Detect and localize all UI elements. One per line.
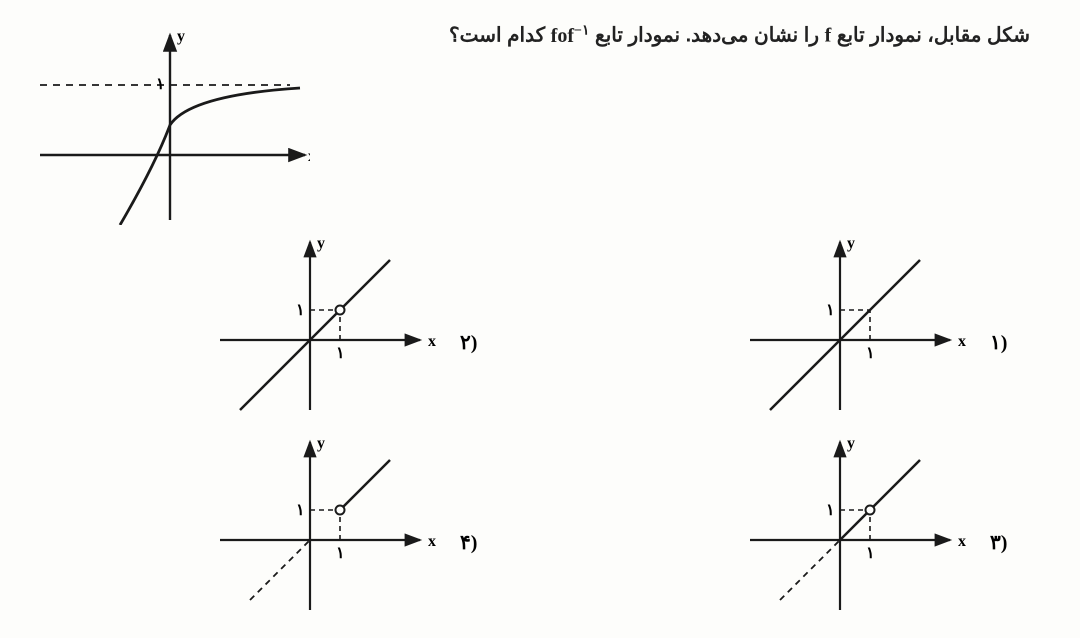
svg-text:۱: ۱: [296, 502, 305, 519]
svg-text:۱: ۱: [866, 545, 875, 562]
svg-text:۱: ۱: [336, 545, 345, 562]
q-mid: را نشان می‌دهد. نمودار تابع: [595, 25, 819, 47]
svg-text:۱: ۱: [866, 345, 875, 362]
option-2: xy۱۱(۲: [200, 230, 440, 425]
q-fof: fof−۱: [551, 25, 590, 47]
option-4: xy۱۱(۴: [200, 430, 440, 625]
option-graph-1: x y ۱ ۱: [730, 230, 970, 420]
main-graph: x y ۱: [30, 25, 310, 230]
svg-text:۱: ۱: [336, 345, 345, 362]
option-label-1: (۱: [990, 330, 1007, 355]
q-prefix: شکل مقابل، نمودار تابع: [837, 25, 1030, 47]
option-graph-3: x y ۱ ۱: [730, 430, 970, 620]
svg-text:y: y: [177, 28, 185, 45]
option-label-3: (۳: [990, 530, 1007, 555]
svg-text:۱: ۱: [826, 302, 835, 319]
option-graph-4: x y ۱ ۱: [200, 430, 440, 620]
main-graph-svg: x y ۱: [30, 25, 310, 225]
svg-text:۱: ۱: [156, 76, 165, 93]
svg-text:y: y: [847, 435, 855, 452]
option-graph-2: x y ۱ ۱: [200, 230, 440, 420]
svg-text:x: x: [308, 148, 310, 165]
svg-text:x: x: [428, 533, 436, 550]
svg-text:x: x: [958, 333, 966, 350]
svg-text:۱: ۱: [296, 302, 305, 319]
svg-text:y: y: [317, 235, 325, 252]
svg-text:۱: ۱: [826, 502, 835, 519]
svg-text:x: x: [958, 533, 966, 550]
option-label-4: (۴: [460, 530, 477, 555]
svg-text:y: y: [317, 435, 325, 452]
svg-text:y: y: [847, 235, 855, 252]
question-text: شکل مقابل، نمودار تابع f را نشان می‌دهد.…: [449, 22, 1030, 48]
svg-text:x: x: [428, 333, 436, 350]
q-f: f: [825, 25, 832, 47]
option-label-2: (۲: [460, 330, 477, 355]
option-1: xy۱۱(۱: [730, 230, 970, 425]
option-3: xy۱۱(۳: [730, 430, 970, 625]
q-suffix: کدام است؟: [449, 25, 545, 47]
